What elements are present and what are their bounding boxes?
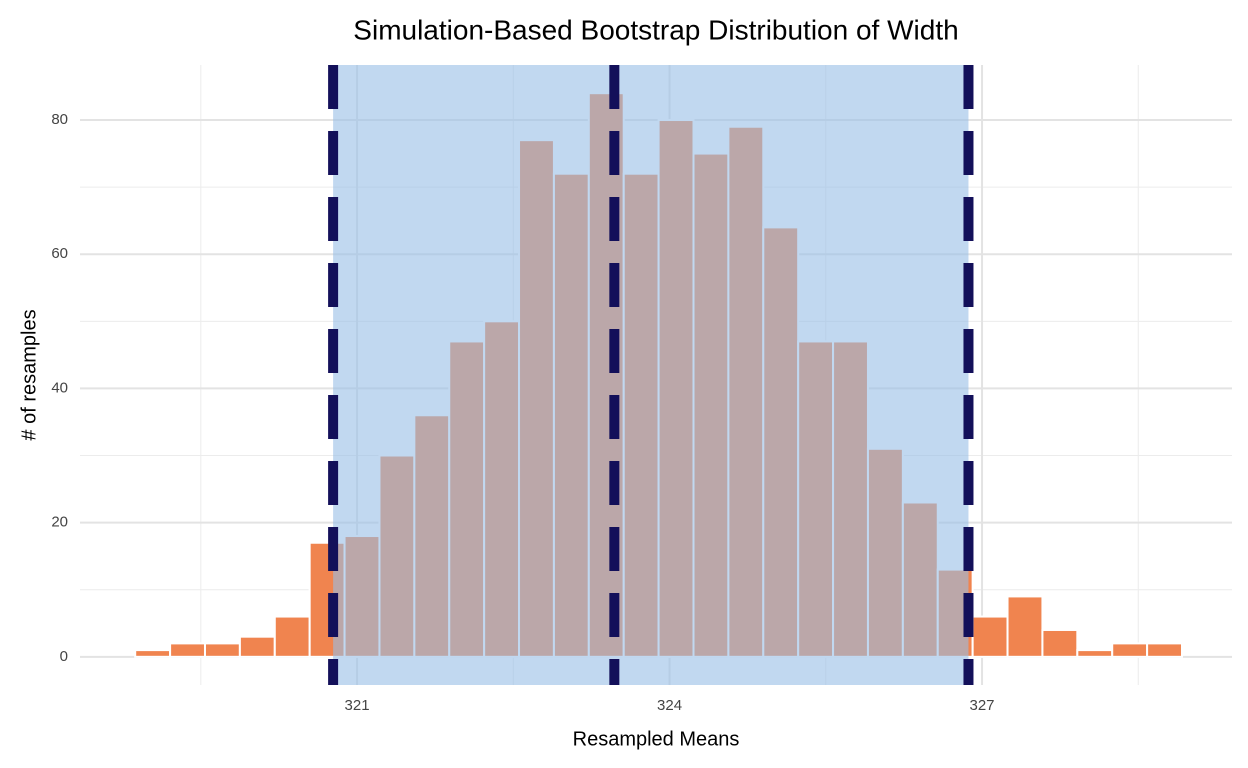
bar bbox=[134, 649, 172, 658]
x-tick-label: 321 bbox=[345, 697, 370, 714]
bar bbox=[169, 642, 206, 658]
bar bbox=[273, 615, 311, 658]
chart-title: Simulation-Based Bootstrap Distribution … bbox=[353, 14, 958, 45]
bar bbox=[203, 642, 241, 658]
bar bbox=[971, 615, 1009, 658]
y-axis-title: # of resamples bbox=[18, 309, 40, 440]
bar bbox=[1146, 642, 1184, 658]
x-tick-label: 324 bbox=[657, 697, 682, 714]
ci-shade bbox=[333, 65, 969, 685]
y-tick-label: 80 bbox=[51, 111, 68, 128]
bar bbox=[1006, 595, 1044, 658]
y-tick-label: 60 bbox=[51, 245, 68, 262]
bar bbox=[1041, 628, 1079, 658]
x-axis-title: Resampled Means bbox=[573, 728, 740, 750]
y-tick-label: 40 bbox=[51, 379, 68, 396]
y-tick-label: 20 bbox=[51, 514, 68, 531]
bar bbox=[1076, 649, 1114, 658]
y-tick-label: 0 bbox=[60, 648, 68, 665]
bar bbox=[1111, 642, 1149, 658]
x-tick-label: 327 bbox=[970, 697, 995, 714]
bar bbox=[238, 635, 276, 658]
